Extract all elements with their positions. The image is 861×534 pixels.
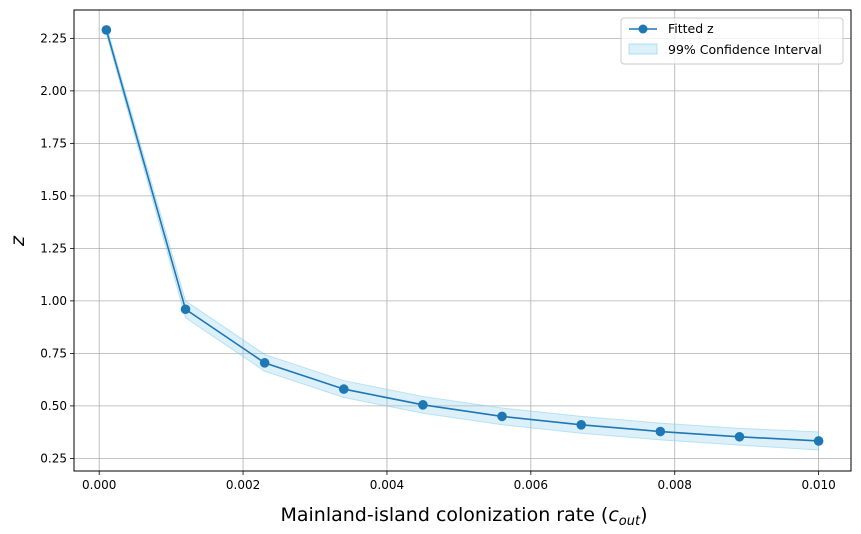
- x-axis-label-sub: out: [619, 514, 641, 529]
- legend-label-ci: 99% Confidence Interval: [668, 42, 822, 57]
- series-group: [101, 25, 824, 446]
- grid: [74, 10, 851, 471]
- legend-frame: [620, 17, 844, 65]
- y-tick-label: 2.25: [40, 31, 67, 45]
- data-point: [576, 419, 587, 430]
- y-tick-label: 1.25: [40, 241, 67, 255]
- confidence-band-group: [105, 25, 820, 451]
- x-axis-label-var: c: [608, 504, 619, 526]
- data-point: [259, 358, 270, 368]
- data-point: [180, 304, 191, 315]
- x-axis-label: Mainland-island colonization rate (cout): [280, 504, 647, 529]
- y-tick-label: 2.00: [40, 84, 67, 98]
- legend: Fitted z 99% Confidence Interval: [620, 17, 844, 65]
- data-point: [418, 400, 428, 410]
- data-point: [734, 431, 745, 442]
- x-tick-label: 0.000: [82, 478, 116, 492]
- x-tick-label: 0.010: [801, 478, 835, 492]
- y-tick-label: 0.75: [40, 346, 67, 360]
- data-point: [338, 384, 349, 394]
- x-tick-label: 0.004: [370, 478, 404, 492]
- y-axis-ticks: 0.25 0.50 0.75 1.00 1.25 1.50 1.75 2.00 2.25: [40, 31, 74, 465]
- x-tick-label: 0.006: [514, 478, 548, 492]
- y-tick-label: 1.50: [40, 189, 67, 203]
- legend-marker-swatch: [638, 24, 648, 34]
- y-tick-label: 0.25: [40, 451, 67, 465]
- confidence-band: [105, 25, 820, 451]
- x-tick-label: 0.002: [226, 478, 260, 492]
- y-tick-label: 0.50: [40, 399, 67, 413]
- x-tick-label: 0.008: [658, 478, 692, 492]
- x-axis-label-close: ): [640, 504, 647, 526]
- y-axis-label: z: [7, 235, 29, 247]
- data-point: [497, 411, 507, 422]
- series-line-fitted-z: [105, 29, 819, 442]
- y-tick-label: 1.75: [40, 136, 67, 150]
- plot-frame: [73, 9, 852, 472]
- y-tick-label: 1.00: [40, 294, 67, 308]
- data-point: [655, 426, 666, 437]
- legend-band-swatch: [628, 43, 658, 55]
- data-point: [813, 436, 824, 446]
- data-point: [101, 25, 112, 35]
- legend-label-fitted: Fitted z: [668, 21, 714, 36]
- x-axis-ticks: 0.000 0.002 0.004 0.006 0.008 0.010: [82, 471, 836, 492]
- x-axis-label-main: Mainland-island colonization rate (: [280, 504, 608, 526]
